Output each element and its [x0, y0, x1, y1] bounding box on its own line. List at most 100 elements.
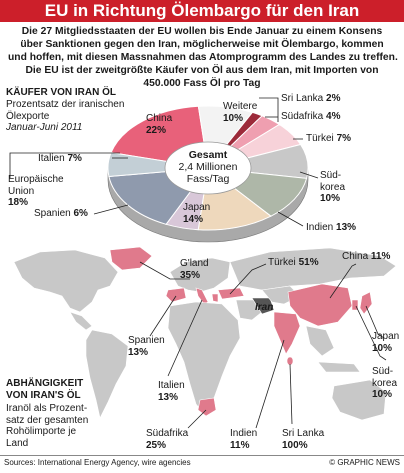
map-country-name: Japan [372, 331, 400, 342]
map-greece [211, 293, 219, 303]
dependency-heading-line: ABHÄNGIGKEIT [6, 378, 84, 389]
map-country-name: Indien [230, 428, 258, 439]
slice-name: Weitere [223, 101, 258, 112]
map-country-name: China [342, 251, 369, 262]
intro-line: über Sanktionen gegen den Iran, mögliche… [20, 39, 384, 50]
donut-label-eu: Europäische Union 18% [8, 174, 64, 208]
donut-label-suedafrika: Südafrika 4% [281, 111, 341, 122]
donut-label-italien: Italien 7% [38, 153, 82, 164]
buyers-period: Januar-Juni 2011 [6, 122, 83, 133]
map-label-china: China 11% [342, 251, 391, 262]
leader-suedkorea [299, 171, 319, 179]
map-greenland [109, 246, 153, 271]
slice-value: 18 [8, 197, 20, 208]
map-label-gland: G'land 35% [180, 258, 209, 281]
donut-label-china: China 22% [146, 113, 173, 136]
map-label-tuerkei: Türkei 51% [268, 257, 319, 268]
map-south-america [85, 329, 129, 419]
slice-name: Japan [183, 202, 211, 213]
title-bar [0, 0, 404, 22]
donut-label-spanien: Spanien 6% [34, 208, 88, 219]
map-label-spanien: Spanien 13% [128, 335, 165, 358]
leader-map-tuerkei [229, 263, 267, 295]
map-central-america [69, 311, 93, 331]
donut-label-japan: Japan 14% [183, 202, 211, 225]
map-country-value: 25 [146, 439, 158, 451]
map-country-value: 100 [282, 439, 299, 451]
donut-center-label: Gesamt [188, 149, 228, 161]
dependency-subtitle-line: Iranöl als Prozent- [6, 403, 88, 414]
map-label-suedafrika: Südafrika 25% [146, 428, 189, 451]
map-japan [359, 291, 373, 315]
slice-name: Türkei [306, 133, 334, 144]
donut-label-weitere: Weitere 10% [223, 101, 258, 124]
map-country-name: G'land [180, 258, 209, 269]
map-middle-east [235, 299, 263, 321]
donut-label-indien: Indien 13% [306, 222, 357, 233]
slice-name: Italien [38, 153, 65, 164]
credit: © GRAPHIC NEWS [329, 458, 400, 467]
intro-line: Die 27 Mitgliedsstaaten der EU wollen bi… [21, 26, 383, 37]
map-country-name: Türkei [268, 257, 296, 268]
map-russia [229, 247, 397, 291]
leader-map-china [329, 263, 357, 299]
map-australia [331, 379, 387, 421]
slice-value: 22 [146, 124, 158, 136]
map-country-value: 11 [230, 439, 241, 451]
leader-map-italien [167, 299, 203, 377]
map-label-sri-lanka: Sri Lanka 100% [282, 428, 325, 451]
leader-map-sri-lanka [289, 363, 293, 425]
map-india [273, 311, 301, 355]
leader-map-suedkorea [355, 305, 387, 361]
leader-map-indien [255, 339, 285, 429]
map-label-suedkorea: Süd- korea 10% [372, 366, 398, 400]
map-southeast-asia [305, 325, 335, 357]
source-note: Sources: International Energy Agency, wi… [4, 458, 191, 467]
leader-sri-lanka [259, 97, 279, 122]
map-spain [165, 287, 187, 303]
map-north-america [13, 249, 119, 313]
map-label-indien: Indien 11% [230, 428, 258, 451]
page-title: EU in Richtung Ölembargo für den Iran [44, 1, 360, 20]
leader-indien [277, 211, 304, 227]
map-south-africa [197, 397, 217, 417]
buyers-heading: KÄUFER VON IRAN ÖL [6, 87, 116, 98]
leader-map-japan [365, 305, 385, 339]
map-label-japan: Japan 10% [372, 331, 400, 354]
slice-name: Indien [306, 222, 334, 233]
map-country-value: 10 [372, 342, 384, 354]
intro-line: und hoffen, mit diesen Massnahmen das At… [8, 52, 398, 63]
donut-center: Gesamt 2,4 Millionen Fass/Tag [165, 149, 251, 185]
donut-hole [164, 141, 252, 195]
map-country-value: 35 [180, 269, 192, 281]
slice-value: 6 [73, 208, 80, 219]
dependency-subtitle-line: Land [6, 437, 29, 449]
buyers-subtitle-line: Prozentsatz der iranischen [6, 99, 125, 110]
donut-label-sri-lanka: Sri Lanka 2% [281, 93, 341, 104]
map-label-italien: Italien 13% [158, 380, 185, 403]
map-sri-lanka [286, 356, 294, 366]
dependency-heading-line: VON IRAN'S ÖL [6, 390, 81, 401]
donut-center-line: Fass/Tag [186, 173, 230, 185]
map-country-value: 51 [298, 257, 310, 268]
buyers-subtitle-line: Ölexporte [6, 110, 50, 122]
donut-label-tuerkei: Türkei 7% [306, 133, 352, 144]
leader-spanien [93, 204, 129, 215]
map-country-value: 13 [128, 346, 140, 358]
intro-line: Die EU ist der zweitgrößte Käufer von Öl… [25, 65, 379, 76]
dependency-subtitle-line: Rohölimporte je [6, 426, 77, 437]
slice-value: 13 [336, 222, 348, 233]
map-country-name: Italien [158, 380, 185, 391]
slice-value: 10 [320, 193, 332, 204]
dependency-heading: ABHÄNGIGKEIT VON IRAN'S ÖL [6, 378, 83, 402]
slice-value: 14 [183, 213, 195, 225]
leader-map-spanien [149, 295, 177, 337]
intro-line: 450.000 Fass Öl pro Tag [143, 78, 261, 89]
slice-name: Sri Lanka [281, 93, 324, 104]
leader-map-suedafrika [187, 409, 207, 429]
slice-name: Spanien [34, 208, 71, 219]
leader-eu [9, 152, 120, 178]
map-label-iran: Iran [255, 302, 274, 313]
slice-value: 4 [326, 111, 332, 122]
